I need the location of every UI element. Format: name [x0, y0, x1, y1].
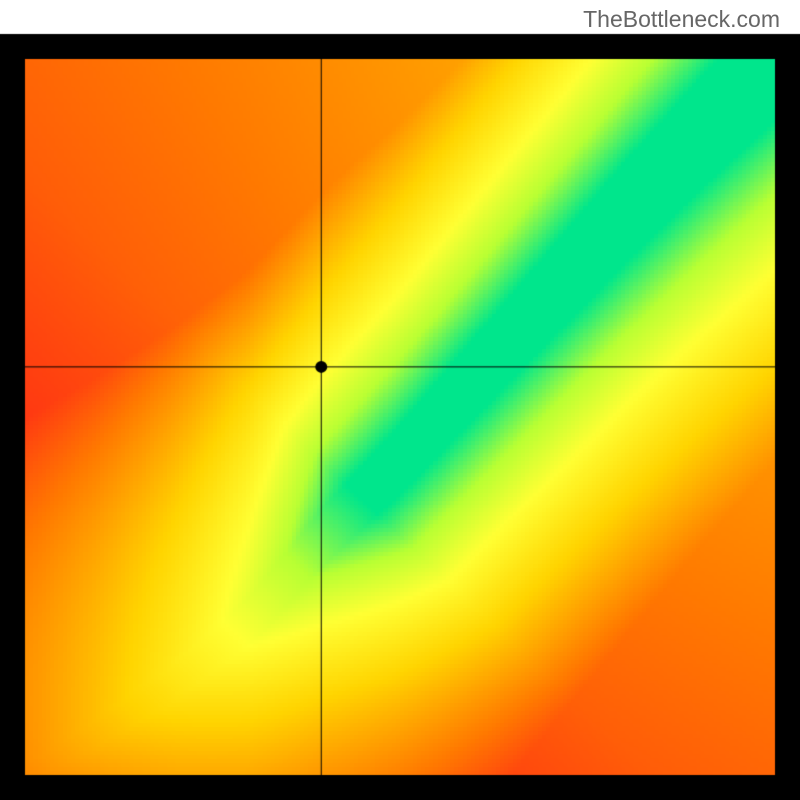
heatmap-canvas — [0, 0, 800, 800]
chart-container: TheBottleneck.com — [0, 0, 800, 800]
watermark-text: TheBottleneck.com — [583, 6, 780, 33]
